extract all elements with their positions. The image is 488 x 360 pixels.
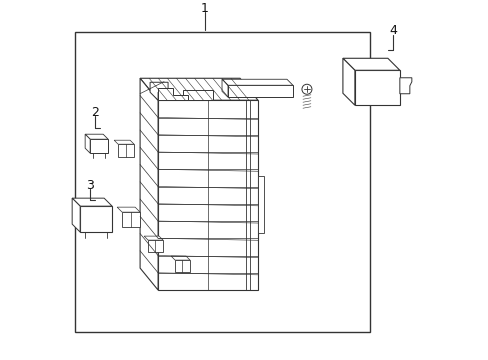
Bar [148, 240, 163, 252]
Polygon shape [72, 198, 80, 232]
Bar [227, 85, 292, 97]
Text: 3: 3 [86, 179, 94, 192]
Polygon shape [85, 134, 90, 153]
Polygon shape [85, 134, 108, 139]
Polygon shape [399, 78, 411, 94]
Polygon shape [140, 78, 258, 100]
Polygon shape [158, 88, 188, 100]
Bar [175, 260, 190, 272]
Bar [75, 32, 369, 332]
Bar [354, 70, 399, 105]
Polygon shape [72, 198, 112, 206]
Text: 2: 2 [91, 106, 99, 119]
Bar [158, 100, 258, 290]
Bar [80, 206, 112, 232]
Polygon shape [171, 256, 190, 260]
Bar [118, 144, 134, 157]
Text: 1: 1 [201, 2, 208, 15]
Bar [122, 212, 140, 227]
Polygon shape [222, 79, 227, 97]
Polygon shape [183, 90, 213, 100]
Polygon shape [150, 82, 168, 100]
Bar [90, 139, 108, 153]
Polygon shape [117, 207, 140, 212]
Polygon shape [342, 58, 354, 105]
Polygon shape [140, 78, 158, 290]
Text: 4: 4 [388, 24, 396, 37]
Polygon shape [222, 79, 292, 85]
Polygon shape [144, 236, 163, 240]
Polygon shape [342, 58, 399, 70]
Polygon shape [114, 140, 134, 144]
Polygon shape [258, 176, 264, 233]
